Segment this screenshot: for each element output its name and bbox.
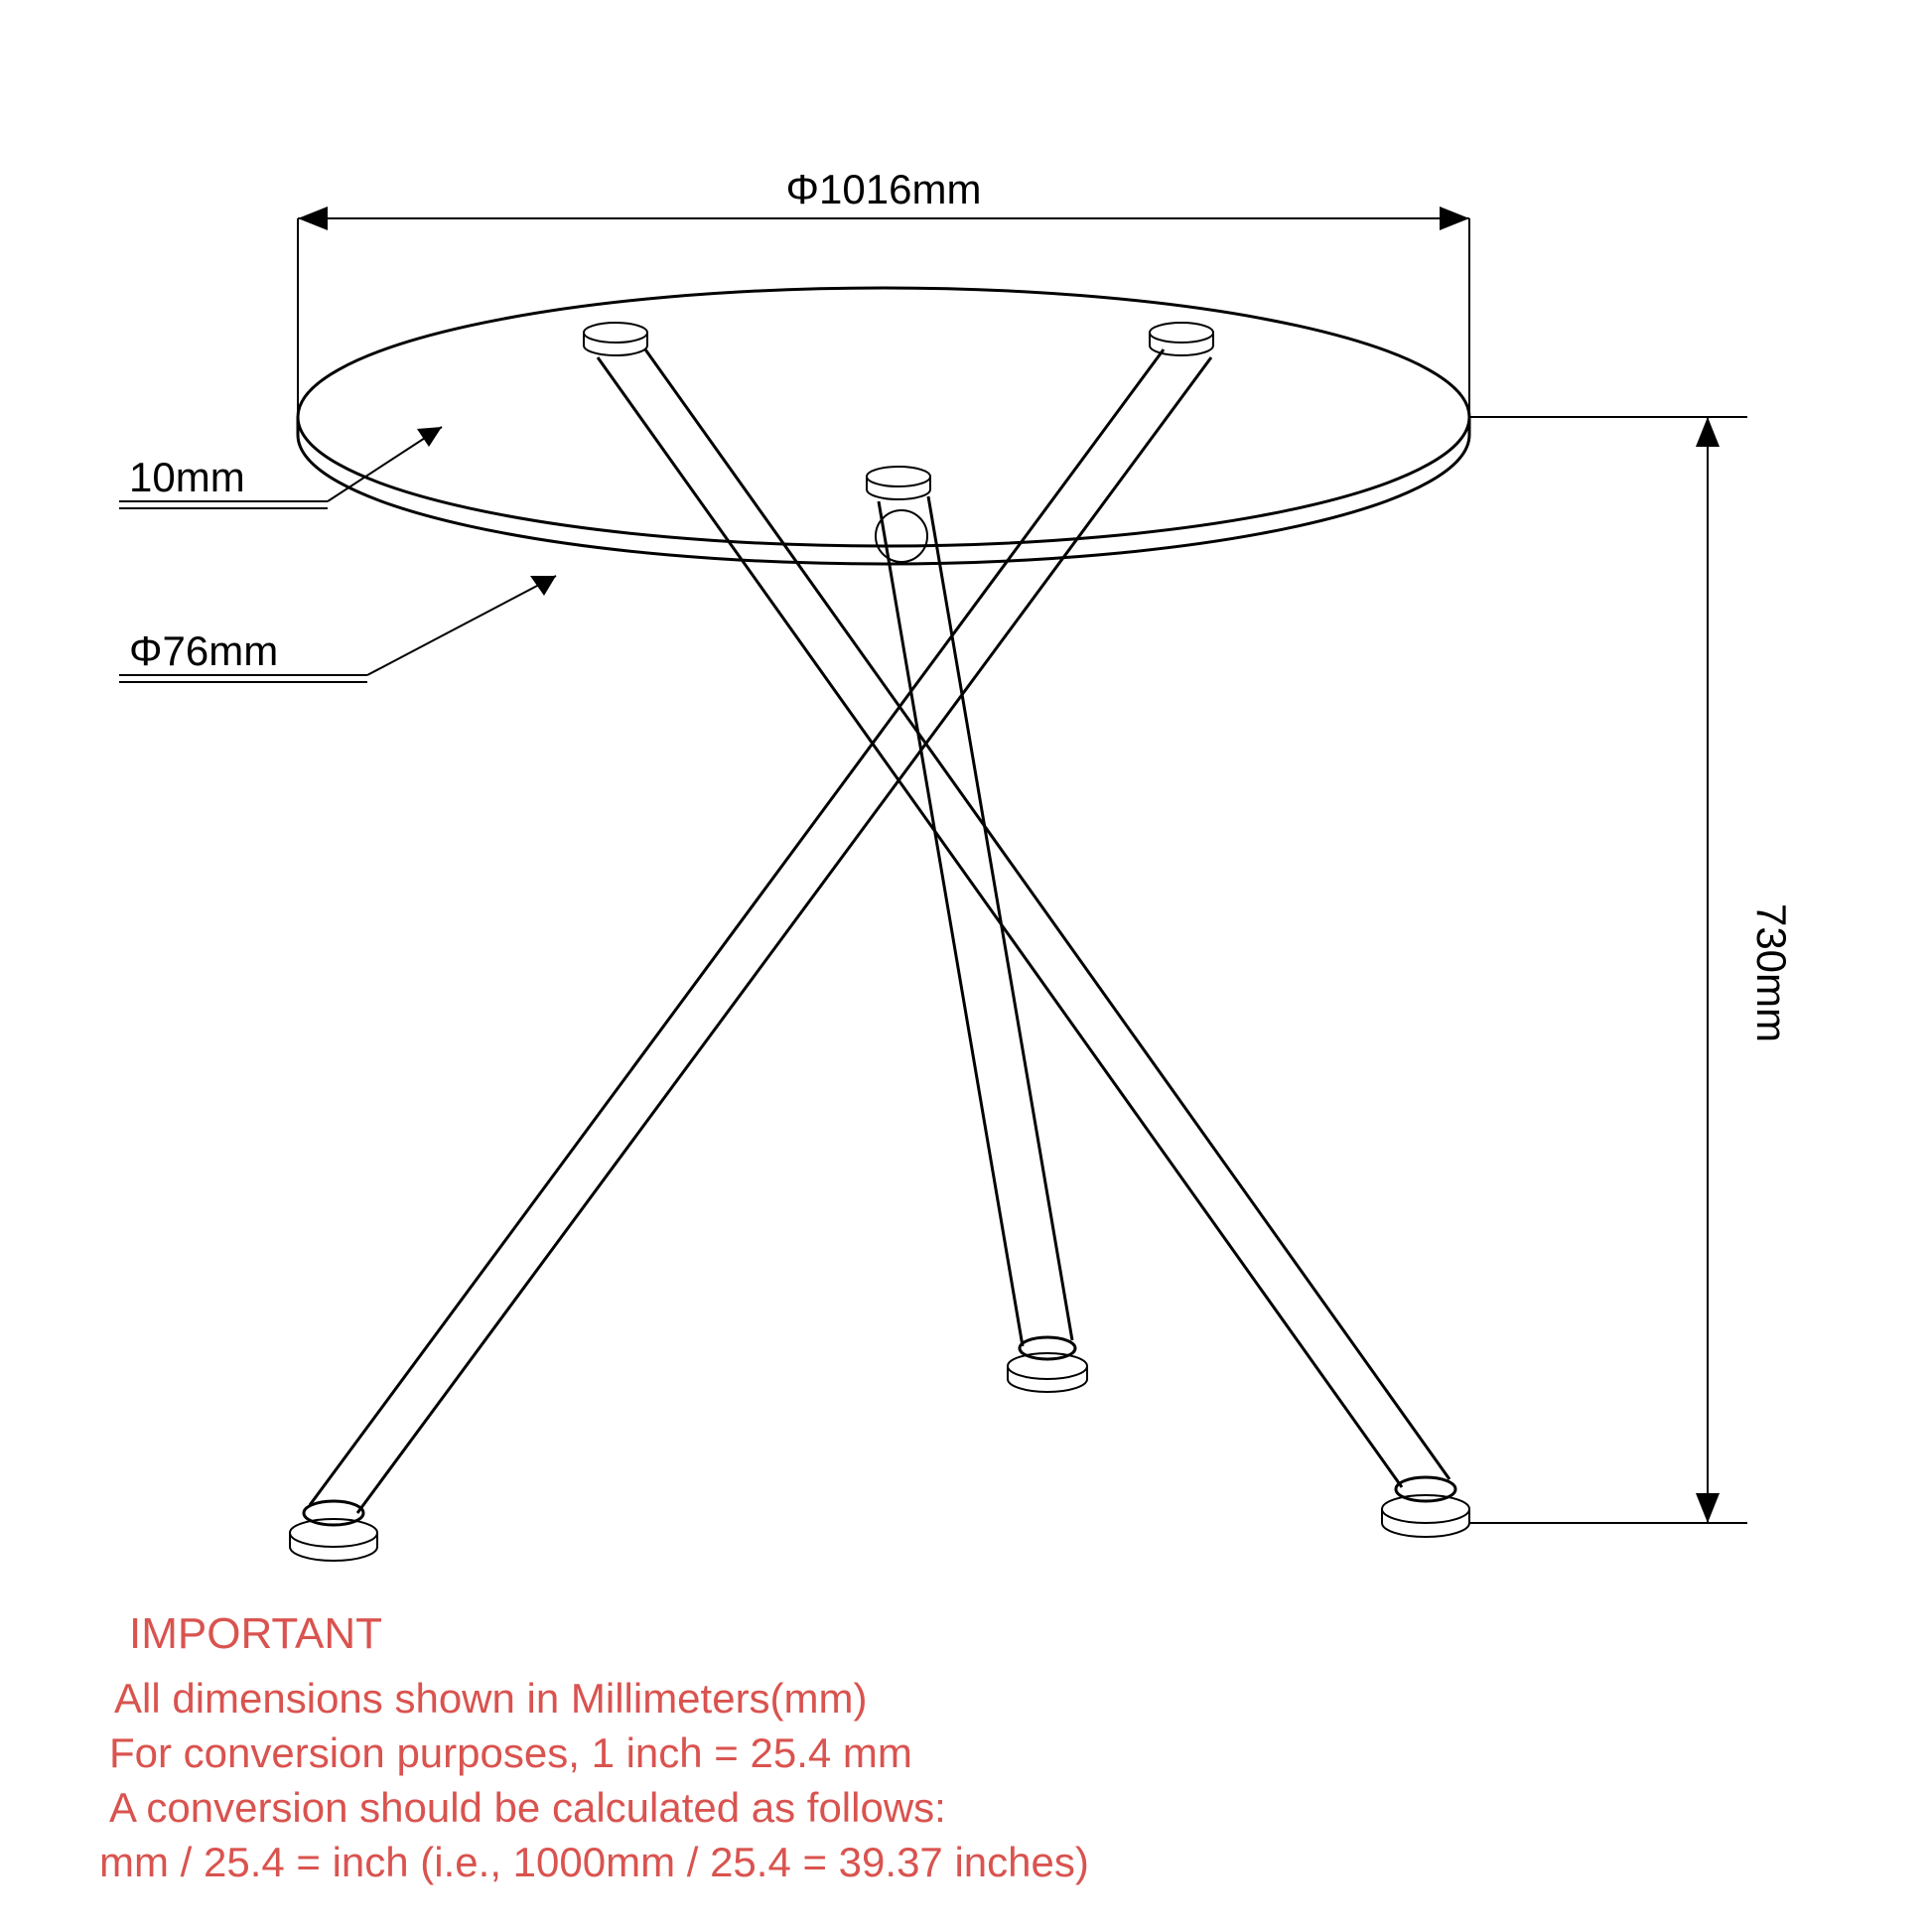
note-line-2: For conversion purposes, 1 inch = 25.4 m…	[109, 1729, 912, 1776]
leg-c	[879, 496, 1087, 1392]
note-title: IMPORTANT	[129, 1609, 382, 1658]
dim-diameter-top-label: Φ1016mm	[786, 166, 982, 212]
note-line-4: mm / 25.4 = inch (i.e., 1000mm / 25.4 = …	[99, 1839, 1089, 1885]
dim-leg-diameter: Φ76mm	[119, 576, 556, 682]
dim-glass-thickness: 10mm	[119, 427, 442, 508]
dim-glass-thickness-label: 10mm	[129, 454, 245, 500]
note-line-1: All dimensions shown in Millimeters(mm)	[114, 1675, 868, 1722]
legs	[290, 349, 1469, 1561]
important-note: IMPORTANT All dimensions shown in Millim…	[99, 1609, 1089, 1885]
dim-height-label: 730mm	[1748, 903, 1795, 1042]
dim-diameter-top: Φ1016mm	[298, 166, 1469, 417]
dim-leg-diameter-label: Φ76mm	[129, 627, 278, 674]
technical-drawing: Φ1016mm	[0, 0, 1932, 1932]
note-line-3: A conversion should be calculated as fol…	[109, 1784, 946, 1831]
leg-b	[290, 349, 1211, 1561]
dim-height: 730mm	[1469, 417, 1795, 1523]
